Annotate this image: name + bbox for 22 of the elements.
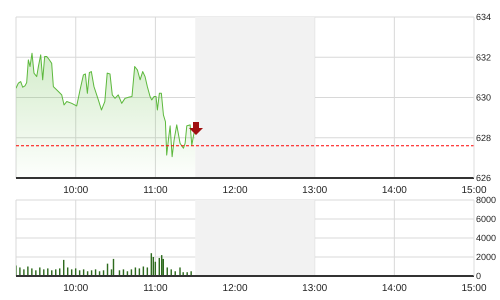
x-tick-label: 14:00 [382, 185, 408, 196]
y-tick-label: 634 [476, 12, 492, 22]
y-tick-label: 626 [476, 173, 492, 184]
y-tick-label: 628 [476, 132, 492, 143]
x-tick-label: 13:00 [302, 185, 328, 196]
x-tick-label: 11:00 [143, 185, 168, 196]
y-tick-label: 0 [476, 271, 482, 282]
x-tick-label: 11:00 [143, 283, 168, 294]
x-tick-label: 12:00 [222, 185, 248, 196]
y-tick-label: 4000 [476, 233, 496, 244]
x-tick-label: 15:00 [461, 185, 487, 196]
y-tick-label: 2000 [476, 252, 496, 262]
x-tick-label: 14:00 [382, 283, 408, 294]
x-tick-label: 10:00 [63, 283, 89, 294]
y-tick-label: 8000 [476, 195, 496, 206]
y-tick-label: 6000 [476, 214, 496, 224]
x-tick-label: 10:00 [63, 185, 89, 196]
x-tick-label: 15:00 [461, 283, 487, 294]
x-tick-label: 13:00 [302, 283, 328, 294]
x-tick-label: 12:00 [222, 283, 248, 294]
y-tick-label: 632 [476, 52, 492, 62]
y-tick-label: 630 [476, 92, 492, 103]
